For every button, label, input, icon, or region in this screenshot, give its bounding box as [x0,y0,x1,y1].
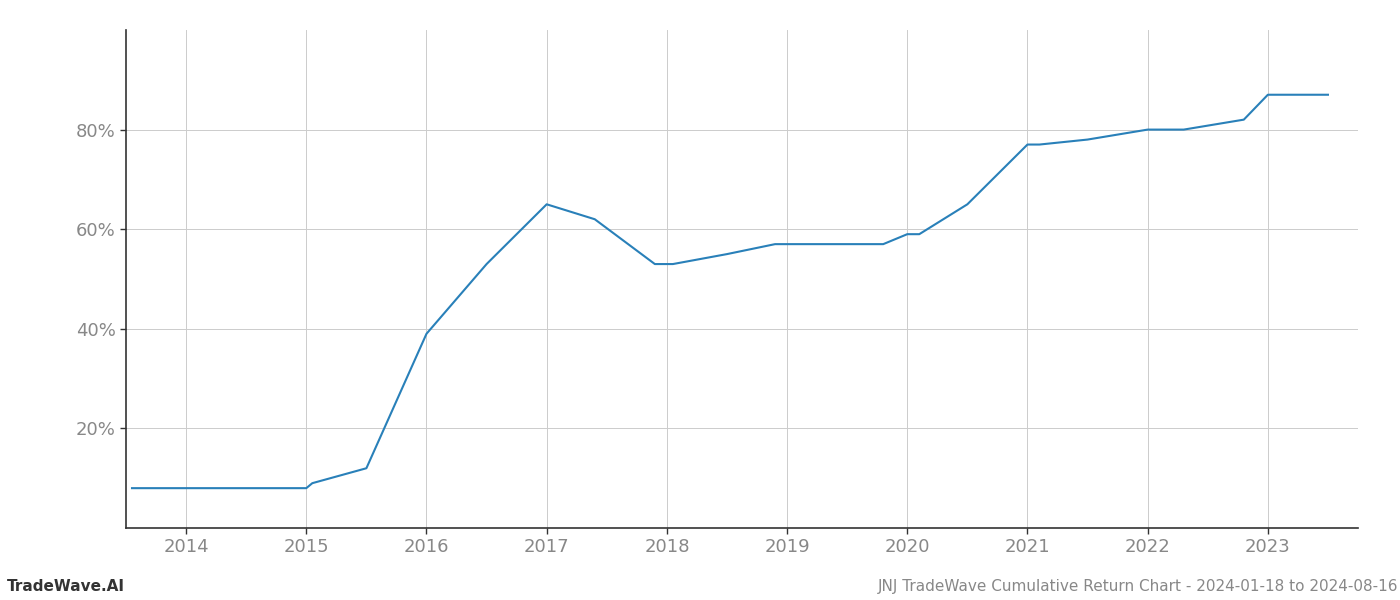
Text: JNJ TradeWave Cumulative Return Chart - 2024-01-18 to 2024-08-16: JNJ TradeWave Cumulative Return Chart - … [878,579,1399,594]
Text: TradeWave.AI: TradeWave.AI [7,579,125,594]
